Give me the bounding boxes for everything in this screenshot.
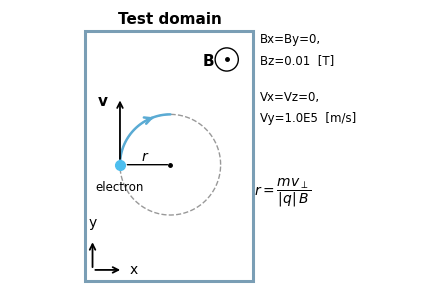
Text: Bx=By=0,: Bx=By=0, [260,33,321,46]
Text: y: y [89,216,97,230]
Text: x: x [129,263,137,277]
Text: Vx=Vz=0,: Vx=Vz=0, [260,91,320,104]
Text: electron: electron [96,181,144,195]
Text: $r = \dfrac{mv_\perp}{|q|\,B}$: $r = \dfrac{mv_\perp}{|q|\,B}$ [254,176,312,209]
Text: r: r [141,150,147,164]
Text: Bz=0.01  [T]: Bz=0.01 [T] [260,55,334,67]
Text: v: v [98,94,108,109]
Text: B: B [203,53,215,69]
Text: Vy=1.0E5  [m/s]: Vy=1.0E5 [m/s] [260,113,357,125]
Text: Test domain: Test domain [118,12,222,27]
Bar [85,30,253,281]
